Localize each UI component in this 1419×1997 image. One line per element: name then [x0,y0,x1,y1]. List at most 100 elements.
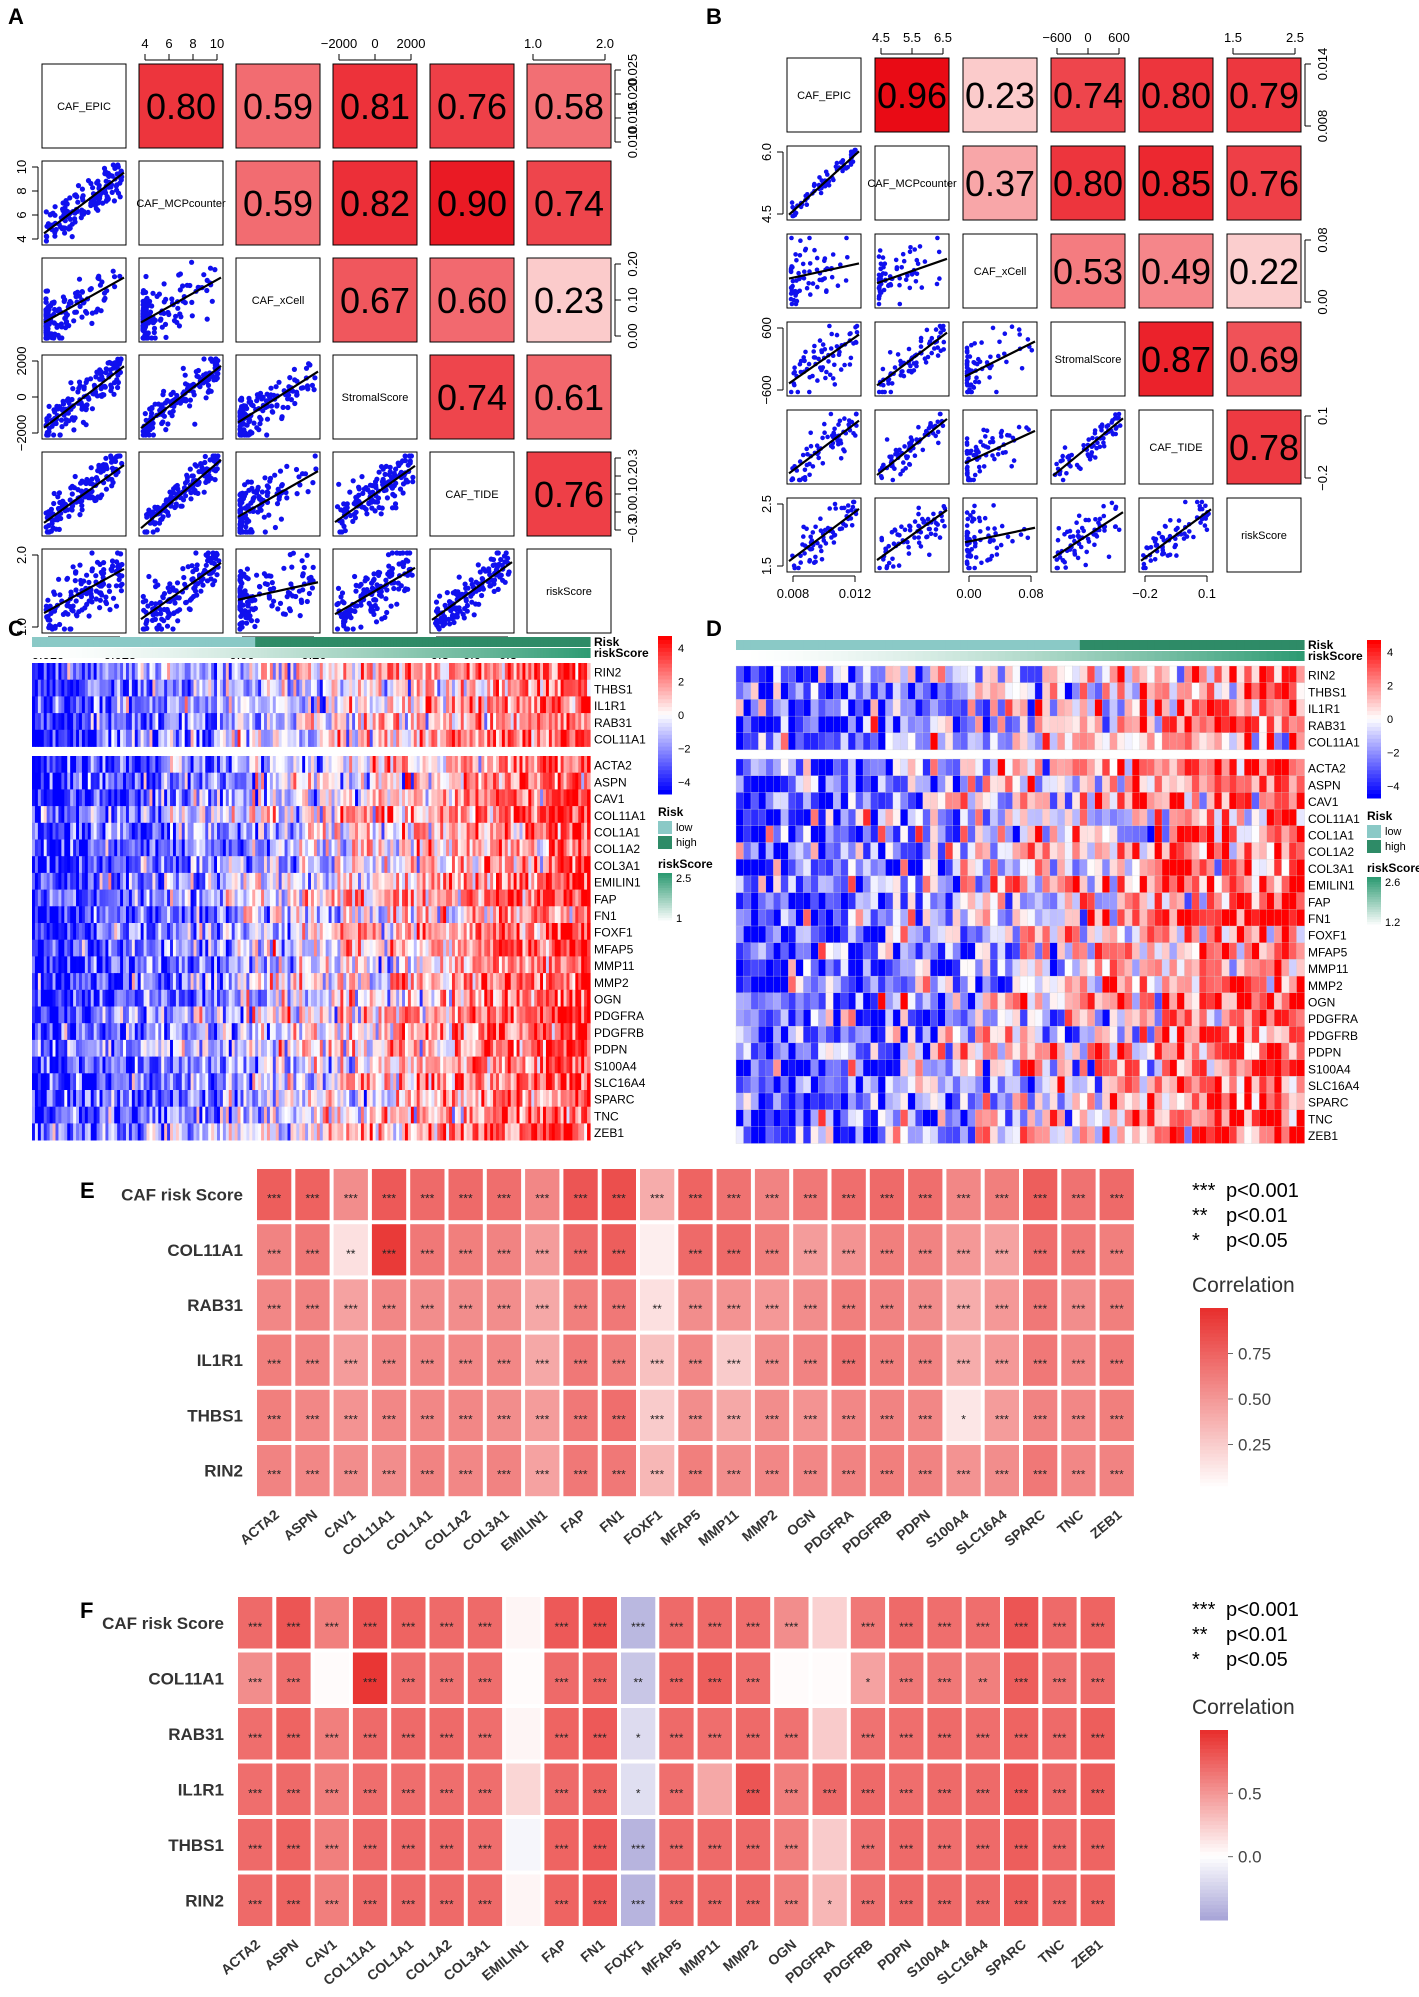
scatter-point [935,235,940,241]
scatter-point [811,349,816,354]
scatter-point [844,235,849,241]
scatter-point [113,183,119,189]
scatter-point [192,462,198,468]
scatter-point [830,252,836,257]
scatter-point [79,503,85,509]
scatter-point [274,501,281,507]
scatter-point [182,372,188,378]
scatter-point [505,571,511,577]
scatter-point [829,274,835,280]
scatter-point [818,528,824,533]
scatter-point [353,509,359,515]
scatter-point [73,570,79,576]
scatter-point [89,320,95,326]
scatter-point [999,434,1004,439]
scatter-point [817,175,822,180]
scatter-point [906,346,912,352]
scatter-point [790,477,796,482]
scatter-point [353,582,359,589]
scatter-point [110,162,116,168]
scatter-point [937,535,943,540]
scatter-point [900,369,905,374]
scatter-point [103,366,109,372]
scatter-point [67,603,73,610]
scatter-point [890,477,896,483]
scatter-point [891,541,897,546]
scatter-point [58,417,65,423]
scatter-point [1092,542,1097,548]
scatter-point [442,602,448,609]
scatter-point [798,238,803,243]
scatter-point [876,301,882,307]
scatter-point [338,594,344,600]
left-axis-label: 0 [14,393,29,400]
scatter-point [918,335,924,341]
scatter-point [72,578,78,584]
scatter-point [299,471,306,477]
scatter-point [1074,520,1079,525]
scatter-point [977,359,983,365]
scatter-point [490,562,496,569]
corr-value-3-5: 0.61 [534,377,604,418]
scatter-point [935,429,941,435]
scatter-point [376,572,382,579]
scatter-point [237,604,243,610]
diag-cell-1 [138,160,224,246]
scatter-point [64,575,71,582]
scatter-point [56,404,63,410]
scatter-point [940,518,945,524]
scatter-point [193,550,199,556]
scatter-point [879,537,885,543]
corr-value-3-4: 0.87 [1141,339,1211,380]
scatter-point [51,490,57,497]
scatter-point [1187,529,1192,534]
scatter-point [161,413,167,419]
scatter-point [405,479,411,485]
scatter-point [243,524,249,530]
scatter-point [371,571,377,577]
scatter-point [366,501,372,507]
scatter-point [340,599,346,605]
scatter-point [793,210,799,216]
scatter-point [117,194,123,200]
scatter-point [103,455,109,461]
scatter-point [108,388,114,394]
scatter-point [398,583,404,589]
scatter-point [70,386,76,392]
scatter-point [876,272,882,278]
scatter-point [469,599,475,605]
scatter-point [929,350,934,356]
heatmap-cell [587,756,591,774]
scatter-point [376,504,382,511]
scatter-point [88,376,94,382]
corr-cell-1-2 [235,160,321,246]
scatter-point [181,574,187,581]
scatter-point [1086,539,1092,544]
scatter-point [1199,499,1205,505]
scatter-point [886,543,891,549]
scatter-point [152,616,158,623]
scatter-point [800,452,806,458]
scatter-point [1202,523,1208,528]
scatter-point [382,614,388,621]
scatter-point [894,265,900,270]
scatter-point [97,590,103,596]
scatter-point [834,332,840,338]
scatter-point [79,211,85,217]
scatter-point [103,370,109,376]
scatter-point [463,598,469,604]
scatter-point [192,421,198,427]
scatter-point [88,465,94,471]
scatter-point [841,447,846,452]
scatter-point [70,608,76,614]
left-axis-label: 8 [14,187,29,194]
scatter-point [257,584,263,590]
diag-label-3: StromalScore [342,392,409,404]
scatter-point [397,486,404,492]
scatter-point [86,579,92,586]
top-axis-label: 1.0 [524,36,542,51]
scatter-point [503,550,509,556]
scatter-point [83,308,89,315]
scatter-point [183,493,189,499]
scatter-point [361,504,367,511]
